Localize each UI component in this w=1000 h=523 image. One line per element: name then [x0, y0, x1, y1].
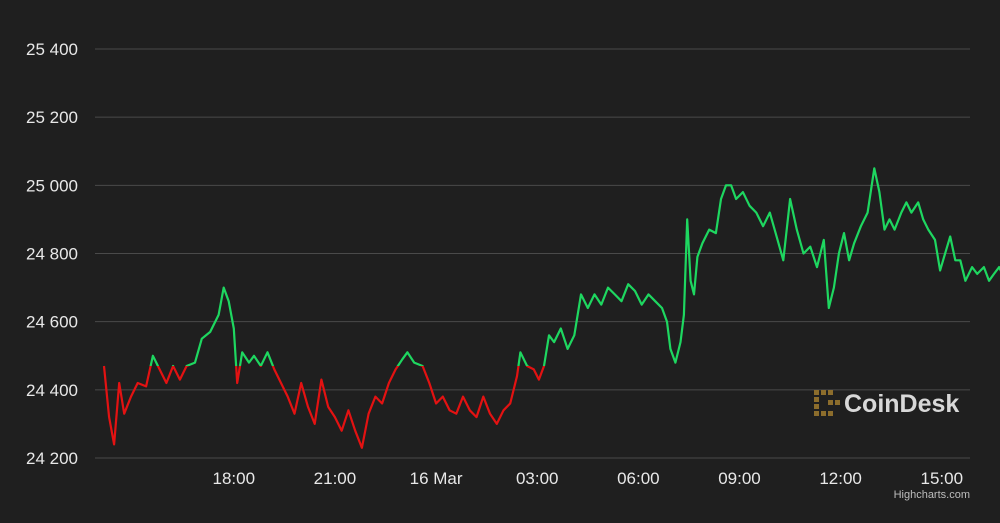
x-tick-label: 12:00 [819, 469, 862, 488]
y-tick-label: 24 600 [26, 313, 78, 332]
x-tick-label: 15:00 [920, 469, 963, 488]
grid [95, 48, 970, 459]
x-tick-label: 03:00 [516, 469, 559, 488]
price-line-above [104, 167, 1000, 366]
price-series [102, 167, 1000, 449]
x-tick-label: 21:00 [314, 469, 357, 488]
coindesk-watermark: CoinDesk [814, 390, 959, 418]
x-tick-label: 16 Mar [410, 469, 463, 488]
y-tick-label: 25 000 [26, 176, 78, 195]
coindesk-wordmark: CoinDesk [844, 390, 959, 418]
y-tick-label: 25 400 [26, 40, 78, 59]
x-axis-ticks: 18:00 21:00 16 Mar 03:00 06:00 09:00 12:00 15:0… [213, 469, 964, 488]
x-tick-label: 06:00 [617, 469, 660, 488]
highcharts-credit[interactable]: Highcharts.com [894, 489, 970, 501]
y-tick-label: 24 200 [26, 449, 78, 468]
x-tick-label: 18:00 [213, 469, 256, 488]
x-tick-label: 09:00 [718, 469, 761, 488]
y-tick-label: 25 200 [26, 108, 78, 127]
y-tick-label: 24 800 [26, 245, 78, 264]
coindesk-logo-icon [814, 390, 840, 416]
y-tick-label: 24 400 [26, 381, 78, 400]
y-axis-ticks: 25 400 25 200 25 000 24 800 24 600 24 400 24 2… [26, 40, 78, 468]
